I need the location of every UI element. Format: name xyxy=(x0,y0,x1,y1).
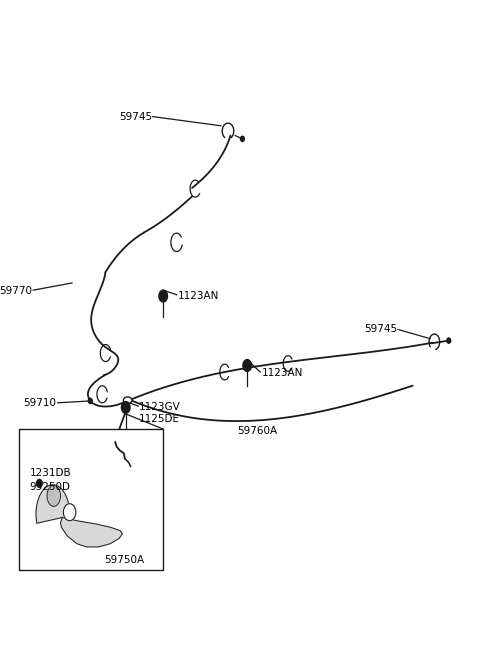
Text: 1125DE: 1125DE xyxy=(139,414,180,424)
Circle shape xyxy=(121,402,130,413)
Circle shape xyxy=(243,360,252,371)
Text: 1231DB: 1231DB xyxy=(30,468,72,478)
Text: 59745: 59745 xyxy=(364,324,397,335)
Circle shape xyxy=(63,504,76,521)
Circle shape xyxy=(88,398,92,403)
Text: 59745: 59745 xyxy=(119,111,152,122)
Text: 1123AN: 1123AN xyxy=(178,291,219,301)
Text: 59710: 59710 xyxy=(24,398,57,408)
Text: 1123AN: 1123AN xyxy=(262,368,303,379)
Text: 93250D: 93250D xyxy=(30,481,71,492)
Ellipse shape xyxy=(123,397,132,403)
Text: 59770: 59770 xyxy=(0,286,33,297)
Polygon shape xyxy=(36,485,70,523)
Text: 1123GV: 1123GV xyxy=(139,402,181,413)
Circle shape xyxy=(240,136,244,141)
Bar xyxy=(19,429,163,570)
Text: 59760A: 59760A xyxy=(238,426,278,436)
Circle shape xyxy=(159,290,168,302)
Text: 59750A: 59750A xyxy=(105,555,145,565)
Circle shape xyxy=(36,479,42,487)
Polygon shape xyxy=(47,485,60,506)
Circle shape xyxy=(447,338,451,343)
Polygon shape xyxy=(60,517,122,547)
